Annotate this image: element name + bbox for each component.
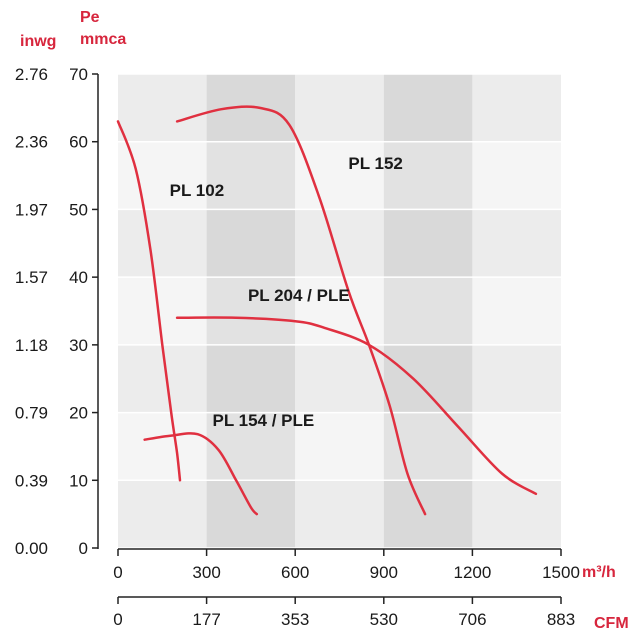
y-tick-label: 60	[69, 133, 88, 152]
curve-pl-154-ple	[143, 432, 259, 516]
series-label-pl-154-ple: PL 154 / PLE	[213, 411, 315, 430]
y2-tick-label: 0.79	[15, 404, 48, 423]
grid-cell	[472, 412, 561, 481]
x2-tick-label: 883	[547, 610, 575, 629]
y-tick-label: 50	[69, 200, 88, 219]
grid-cell	[295, 480, 384, 548]
grid-cell	[206, 480, 296, 548]
x2-tick-label: 353	[281, 610, 309, 629]
grid-cell	[383, 74, 473, 142]
x-tick-label: 900	[370, 563, 398, 582]
grid-cell	[118, 412, 207, 481]
curves	[116, 105, 538, 516]
grid-cell	[383, 209, 473, 278]
unit-m3h: m³/h	[582, 564, 616, 581]
unit-pe: Pe	[80, 9, 100, 26]
unit-cfm: CFM	[594, 615, 629, 632]
grid-cell	[383, 141, 473, 210]
grid-cell	[206, 209, 296, 278]
y-tick-label: 70	[69, 65, 88, 84]
grid-cell	[383, 480, 473, 548]
x2-tick-label: 706	[458, 610, 486, 629]
grid-cell	[118, 344, 207, 413]
y2-tick-label: 1.18	[15, 336, 48, 355]
grid-cell	[206, 141, 296, 210]
series-labels: PL 102 PL 152 PL 204 / PLE PL 154 / PLE	[170, 154, 403, 430]
grid-cell	[118, 141, 207, 210]
grid-cell	[383, 344, 473, 413]
y-tick-label: 10	[69, 471, 88, 490]
unit-mmca: mmca	[80, 31, 126, 48]
grid-cell	[295, 344, 384, 413]
series-label-pl-152: PL 152	[348, 154, 403, 173]
y-tick-label: 0	[79, 539, 88, 558]
grid-cell	[383, 412, 473, 481]
y2-tick-label: 2.36	[15, 133, 48, 152]
y2-tick-label: 0.39	[15, 471, 48, 490]
grid-cell	[206, 412, 296, 481]
grid-cell	[206, 277, 296, 345]
x-tick-label: 600	[281, 563, 309, 582]
y-tick-label: 30	[69, 336, 88, 355]
grid-cell	[472, 277, 561, 345]
x2-tick-label: 530	[370, 610, 398, 629]
x2-tick-label: 177	[192, 610, 220, 629]
grid-cell	[118, 277, 207, 345]
x-tick-label: 1500	[542, 563, 580, 582]
y2-tick-label: 0.00	[15, 539, 48, 558]
background-bands	[118, 73, 561, 549]
unit-inwg: inwg	[20, 33, 56, 50]
curve-pl-204-ple	[175, 316, 538, 496]
y-tick-label: 40	[69, 268, 88, 287]
grid-cell	[472, 141, 561, 210]
grid-cell	[472, 480, 561, 548]
curve-pl-152	[175, 105, 427, 516]
grid-cell	[472, 74, 561, 142]
grid-cell	[295, 141, 384, 210]
grid-cell	[206, 344, 296, 413]
axes: 0 10 20 30 40 50 60 70 0.00 0.39 0.79 1.18 1.57 1.97 2…	[15, 65, 580, 629]
x-tick-label: 300	[192, 563, 220, 582]
y2-tick-label: 2.76	[15, 65, 48, 84]
y2-tick-label: 1.57	[15, 268, 48, 287]
grid-cell	[118, 480, 207, 548]
x2-tick-label: 0	[113, 610, 122, 629]
grid-cell	[472, 209, 561, 278]
grid-cell	[383, 277, 473, 345]
x-tick-label: 0	[113, 563, 122, 582]
grid-cell	[295, 412, 384, 481]
y2-tick-label: 1.97	[15, 200, 48, 219]
grid-cell	[295, 209, 384, 278]
series-label-pl-204-ple: PL 204 / PLE	[248, 286, 350, 305]
grid-cell	[118, 209, 207, 278]
curve-pl-102	[116, 120, 182, 482]
grid-cell	[472, 344, 561, 413]
x-tick-label: 1200	[453, 563, 491, 582]
series-label-pl-102: PL 102	[170, 181, 225, 200]
y-tick-label: 20	[69, 404, 88, 423]
grid-cell	[118, 74, 207, 142]
grid-cell	[295, 74, 384, 142]
